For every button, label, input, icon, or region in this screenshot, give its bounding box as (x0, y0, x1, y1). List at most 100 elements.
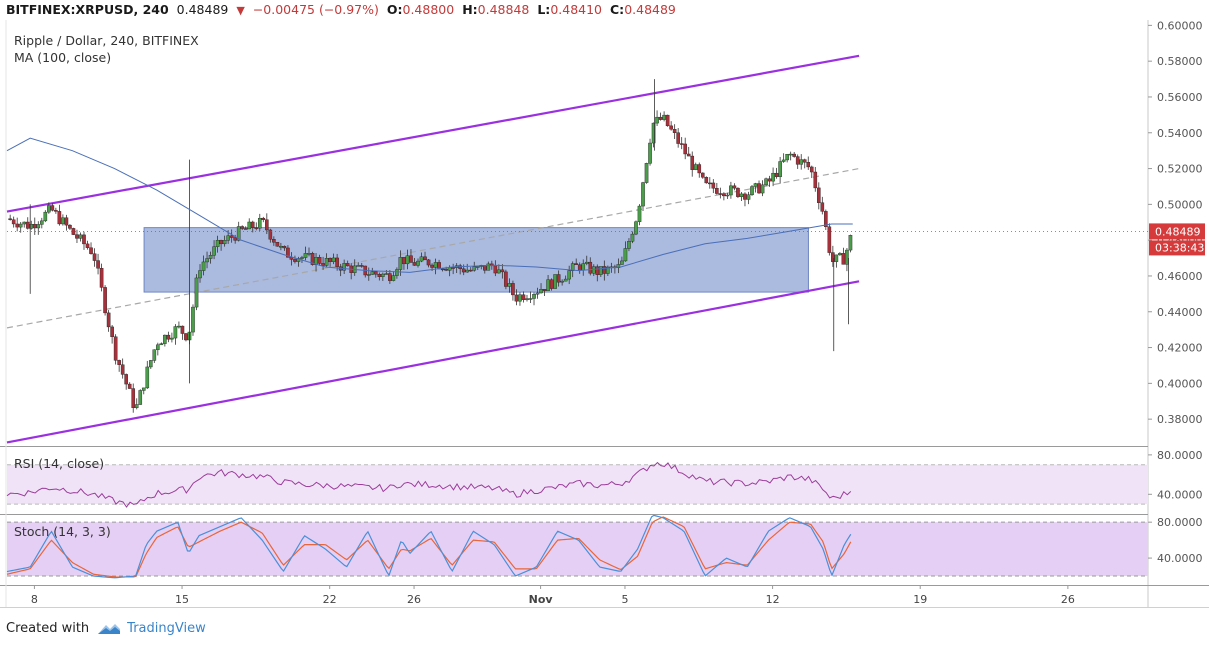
candle-up (644, 163, 649, 183)
candle-up (177, 325, 181, 328)
stoch-d-line (6, 516, 852, 578)
candle-up (395, 269, 399, 276)
candle-down (665, 114, 670, 127)
support-resistance-zone (143, 227, 809, 293)
candle-down (92, 253, 97, 261)
ma-legend[interactable]: MA (100, close) (14, 50, 112, 65)
candle-down (345, 263, 350, 267)
candle-up (570, 263, 575, 271)
candle-down (282, 245, 287, 249)
candle-down (588, 261, 593, 274)
candle-down (827, 226, 832, 253)
symbol-header: BITFINEX:XRPUSD, 240 0.48489 ▼ −0.00475 … (0, 0, 1209, 20)
price-tick-label: 0.40000 (1157, 377, 1203, 390)
candle-down (71, 228, 76, 235)
candle-down (426, 259, 431, 266)
candle-up (834, 254, 839, 262)
candle-up (764, 178, 768, 186)
candle-up (419, 256, 424, 262)
candle-down (286, 247, 290, 258)
candle-up (648, 142, 652, 164)
candle-down (461, 268, 466, 273)
candle-up (138, 390, 143, 405)
candle-down (82, 234, 86, 245)
candle-down (493, 265, 498, 274)
candle-up (465, 269, 470, 273)
price-tick-label: 0.54000 (1157, 127, 1203, 140)
symbol-name[interactable]: BITFINEX:XRPUSD, 240 (6, 2, 169, 17)
stoch-legend[interactable]: Stoch (14, 3, 3) (14, 524, 111, 539)
candle-down (757, 183, 761, 194)
countdown-label: 03:38:43 (1155, 241, 1204, 254)
candle-up (623, 248, 628, 262)
candle-down (127, 383, 132, 389)
candle-up (366, 274, 371, 276)
time-tick-label: Nov (529, 593, 554, 606)
price-tick-label: 0.56000 (1157, 91, 1203, 104)
candle-down (321, 263, 325, 266)
candle-down (89, 247, 93, 254)
candle-down (328, 258, 332, 262)
candle-up (370, 271, 375, 275)
candle-down (795, 156, 800, 165)
candle-up (141, 387, 146, 391)
candle-up (40, 220, 44, 225)
candle-down (8, 218, 12, 220)
candle-down (444, 268, 448, 271)
candle-up (391, 275, 396, 281)
candle-up (148, 360, 153, 368)
candle-up (567, 270, 571, 280)
candle-up (584, 261, 589, 264)
candle-down (240, 226, 245, 229)
price-change: −0.00475 (−0.97%) (252, 2, 379, 17)
candle-down (412, 262, 417, 266)
candle-up (746, 194, 751, 200)
candle-up (760, 184, 765, 194)
candle-up (303, 253, 308, 258)
candle-down (423, 256, 427, 261)
candle-down (359, 265, 364, 267)
rsi-legend[interactable]: RSI (14, close) (14, 456, 105, 471)
candle-up (134, 404, 139, 408)
tradingview-logo-icon (98, 623, 121, 634)
time-tick-label: 12 (766, 593, 780, 606)
candle-up (627, 241, 631, 249)
candle-down (120, 364, 125, 375)
rsi-tick-label: 80.0000 (1157, 449, 1203, 462)
candle-down (110, 326, 114, 337)
candle-up (641, 182, 645, 207)
candle-down (180, 325, 185, 334)
candle-up (785, 153, 789, 161)
high-label: H: (462, 2, 478, 17)
low-label: L: (537, 2, 551, 17)
candle-down (275, 241, 280, 247)
candle-up (22, 221, 27, 225)
candle-down (335, 257, 339, 267)
candle-down (310, 253, 315, 265)
candle-up (398, 257, 403, 270)
candle-up (78, 234, 83, 239)
candle-up (599, 266, 603, 275)
candle-down (841, 253, 846, 265)
candle-down (722, 193, 726, 197)
candle-up (771, 172, 775, 182)
candle-down (774, 172, 779, 177)
candle-up (198, 270, 202, 279)
candle-down (511, 283, 515, 296)
candle-down (669, 125, 673, 130)
candle-down (700, 172, 705, 178)
candle-down (68, 224, 72, 229)
candle-up (845, 249, 849, 265)
close-value: 0.48489 (624, 2, 676, 17)
tradingview-link[interactable]: TradingView (127, 621, 206, 636)
candle-up (159, 343, 164, 346)
candle-down (409, 255, 413, 263)
candle-down (265, 219, 269, 231)
candle-up (163, 334, 167, 344)
candle-up (546, 279, 550, 291)
candle-down (824, 211, 828, 228)
candle-down (542, 288, 547, 291)
candle-down (556, 274, 561, 283)
candle-down (261, 217, 266, 220)
